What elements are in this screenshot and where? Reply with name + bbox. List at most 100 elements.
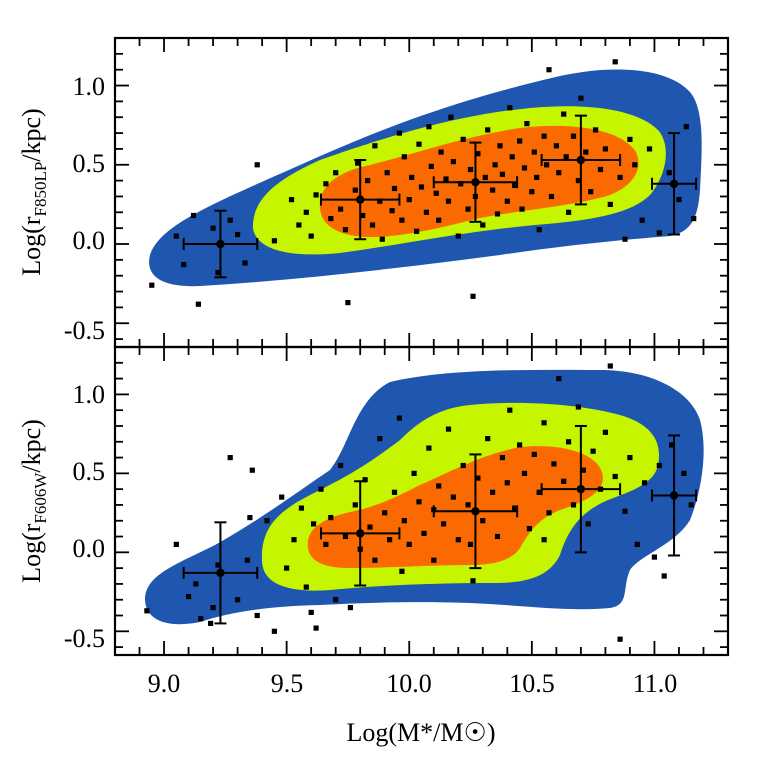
top-scatter-point bbox=[372, 143, 378, 149]
top-scatter-point bbox=[409, 174, 415, 180]
top-binned-marker bbox=[216, 239, 225, 249]
bottom-scatter-point bbox=[244, 557, 250, 563]
top-scatter-point bbox=[583, 149, 589, 155]
bottom-scatter-point bbox=[656, 462, 662, 469]
top-scatter-point bbox=[391, 185, 398, 192]
bottom-scatter-point bbox=[467, 541, 474, 547]
bottom-binned-marker bbox=[576, 484, 586, 494]
bottom-scatter-point bbox=[396, 415, 402, 421]
bottom-scatter-point bbox=[362, 477, 368, 483]
top-scatter-point bbox=[529, 189, 535, 195]
top-scatter-point bbox=[455, 233, 461, 239]
bottom-scatter-point bbox=[541, 537, 547, 543]
bottom-scatter-point bbox=[377, 436, 383, 442]
bottom-scatter-points bbox=[144, 363, 694, 642]
bottom-scatter-point bbox=[311, 521, 317, 527]
bottom-scatter-point bbox=[561, 478, 567, 484]
top-scatter-point bbox=[544, 162, 550, 168]
bottom-ytick-label-00: 0.0 bbox=[73, 534, 106, 563]
bottom-scatter-point bbox=[642, 480, 648, 486]
bottom-scatter-point bbox=[173, 541, 179, 547]
top-scatter-point bbox=[541, 133, 547, 139]
bottom-scatter-point bbox=[531, 451, 537, 457]
bottom-contours bbox=[145, 369, 704, 625]
top-scatter-point bbox=[612, 59, 618, 65]
top-scatter-point bbox=[338, 206, 344, 212]
bottom-scatter-point bbox=[308, 609, 314, 615]
top-scatter-point bbox=[352, 187, 358, 193]
bottom-binned-marker bbox=[216, 568, 225, 578]
top-scatter-point bbox=[328, 216, 334, 222]
top-scatter-point bbox=[512, 182, 518, 188]
top-scatter-point bbox=[313, 192, 319, 198]
bottom-scatter-point bbox=[590, 448, 596, 454]
bottom-binned-point bbox=[182, 521, 259, 625]
bottom-scatter-point bbox=[208, 620, 214, 626]
bottom-scatter-point bbox=[551, 461, 557, 467]
top-scatter-point bbox=[570, 133, 577, 139]
bottom-scatter-point bbox=[546, 510, 552, 516]
bottom-scatter-point bbox=[342, 533, 349, 540]
top-scatter-point bbox=[499, 171, 505, 177]
top-scatter-point bbox=[377, 198, 383, 204]
bottom-scatter-point bbox=[247, 515, 253, 521]
top-binned-point bbox=[650, 132, 698, 236]
top-scatter-point bbox=[369, 222, 376, 228]
top-scatter-point bbox=[448, 114, 454, 120]
bottom-ylabel: Log(rF606W/kpc) bbox=[17, 419, 50, 583]
bottom-binned-point bbox=[650, 434, 698, 557]
top-binned-marker bbox=[471, 178, 480, 187]
bottom-binned-marker bbox=[669, 491, 679, 500]
top-scatter-point bbox=[566, 209, 572, 215]
top-scatter-point bbox=[536, 227, 542, 233]
bottom-binned-point bbox=[432, 453, 519, 570]
top-scatter-points bbox=[149, 59, 697, 307]
top-scatter-point bbox=[396, 130, 402, 136]
top-scatter-point bbox=[242, 260, 248, 266]
bottom-scatter-point bbox=[144, 608, 150, 614]
bottom-scatter-point bbox=[460, 462, 466, 469]
top-scatter-point bbox=[480, 222, 486, 228]
top-scatter-point bbox=[639, 217, 645, 223]
xtick-label-90: 9.0 bbox=[148, 669, 181, 698]
bottom-scatter-point bbox=[441, 521, 447, 527]
top-scatter-point bbox=[465, 206, 471, 212]
bottom-scatter-point bbox=[323, 541, 329, 547]
top-scatter-point bbox=[546, 67, 552, 73]
top-scatter-point bbox=[458, 181, 464, 187]
bottom-scatter-point bbox=[372, 557, 378, 563]
top-scatter-point bbox=[418, 184, 425, 190]
top-scatter-point bbox=[553, 143, 559, 149]
bottom-scatter-point bbox=[480, 518, 486, 524]
top-binned-marker bbox=[576, 155, 586, 165]
top-scatter-point bbox=[563, 154, 569, 160]
top-scatter-point bbox=[406, 197, 412, 203]
bottom-scatter-point bbox=[661, 573, 667, 579]
top-scatter-point bbox=[588, 189, 594, 195]
bottom-scatter-point bbox=[284, 565, 290, 571]
bottom-contour-inner bbox=[307, 446, 603, 568]
bottom-scatter-point bbox=[406, 541, 412, 547]
bottom-scatter-point bbox=[585, 521, 591, 527]
top-scatter-point bbox=[534, 174, 540, 180]
bottom-y-tick-labels: -0.5 0.0 0.5 1.0 bbox=[64, 380, 105, 653]
bottom-scatter-point bbox=[367, 524, 373, 530]
bottom-scatter-point bbox=[328, 515, 334, 521]
top-scatter-point bbox=[149, 282, 155, 288]
top-scatter-point bbox=[436, 217, 442, 223]
top-scatter-point bbox=[467, 166, 474, 173]
top-scatter-point bbox=[556, 170, 562, 176]
bottom-panel-frame bbox=[113, 345, 730, 657]
top-scatter-point bbox=[561, 111, 567, 117]
bottom-scatter-point bbox=[507, 407, 513, 413]
bottom-scatter-point bbox=[470, 578, 476, 584]
bottom-scatter-point bbox=[566, 439, 572, 445]
bottom-scatter-point bbox=[526, 526, 532, 532]
bottom-scatter-point bbox=[475, 475, 481, 481]
top-scatter-point bbox=[504, 198, 510, 204]
x-tick-labels: 9.0 9.5 10.0 10.5 11.0 bbox=[148, 669, 678, 698]
bottom-scatter-point bbox=[431, 557, 437, 563]
bottom-scatter-point bbox=[634, 541, 640, 547]
bottom-scatter-point bbox=[254, 612, 260, 619]
top-scatter-point bbox=[384, 170, 390, 176]
